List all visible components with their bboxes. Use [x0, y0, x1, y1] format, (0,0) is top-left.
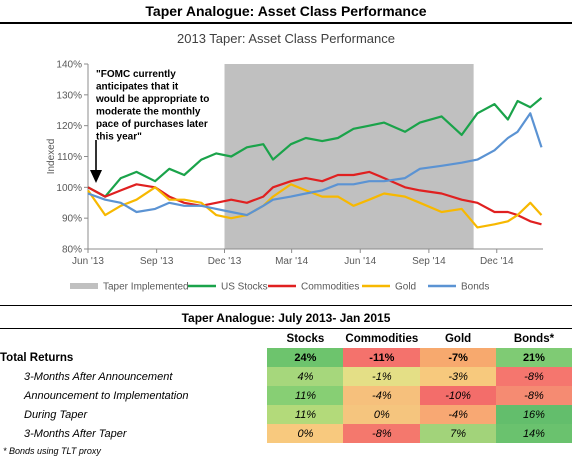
y-tick-label: 140% [56, 60, 82, 71]
x-tick-label: Jun '13 [72, 256, 104, 267]
column-header-stocks: Stocks [286, 332, 325, 345]
y-tick-label: 100% [56, 183, 82, 194]
x-tick-label: Jun '14 [344, 256, 376, 267]
x-tick-label: Dec '14 [480, 256, 514, 267]
table-cell: 4% [267, 367, 344, 386]
row-label: Total Returns [0, 351, 74, 364]
legend-label: Taper Implemented [103, 282, 189, 293]
table-cell: 16% [495, 405, 572, 424]
table-row: Announcement to Implementation 11% -4% -10%… [0, 386, 572, 405]
table-row: During Taper 11% 0% -4% 16% [0, 405, 572, 424]
table-cell: -8% [495, 386, 572, 405]
legend-label: Bonds [461, 282, 489, 293]
chart-title: 2013 Taper: Asset Class Performance [177, 31, 395, 46]
table-cell: -8% [495, 367, 572, 386]
table-cell: 14% [495, 424, 572, 443]
table-cell: -4% [420, 405, 496, 424]
footnote: * Bonds using TLT proxy [3, 446, 101, 456]
annotation-arrow-head [90, 170, 102, 183]
performance-table: Stocks Commodities Gold Bonds* Total Ret… [0, 329, 572, 443]
table-row: 3-Months After Announcement 4% -1% -3% -8% [0, 367, 572, 386]
table-title: Taper Analogue: July 2013- Jan 2015 [181, 311, 391, 325]
table-cell: 7% [420, 424, 496, 443]
x-tick-label: Mar '14 [275, 256, 308, 267]
series-line-us-stocks [87, 97, 543, 198]
table-cell: 24% [267, 348, 344, 367]
fomc-annotation: "FOMC currently anticipates that it would … [95, 69, 209, 143]
legend-label: Commodities [301, 282, 359, 293]
table-cell: 0% [343, 405, 421, 424]
legend-label: US Stocks [221, 282, 268, 293]
chart: 80% 90% 100% 110% 120% 130% 140% Jun '13 Sep '13… [46, 60, 543, 293]
page-title: Taper Analogue: Asset Class Performance [0, 0, 572, 24]
y-tick-label: 120% [56, 121, 82, 132]
table-cell: 21% [495, 348, 572, 367]
table-cell: 11% [267, 386, 344, 405]
table-cell: -4% [343, 386, 421, 405]
table-title-divider [0, 328, 572, 329]
y-tick-label: 110% [57, 152, 82, 163]
series-line-gold [87, 183, 543, 229]
table-cell: -1% [343, 367, 421, 386]
table-cell: 0% [267, 424, 344, 443]
section-divider [0, 305, 572, 306]
row-label: 3-Months After Taper [24, 427, 127, 440]
y-tick-label: 90% [62, 214, 82, 225]
table-row: Total Returns 24% -11% -7% 21% [0, 348, 572, 367]
y-axis-title: Indexed [46, 139, 57, 175]
table-corner [0, 329, 267, 348]
legend-label: Gold [395, 282, 416, 293]
column-header-commodities: Commodities [345, 332, 419, 345]
row-label: Announcement to Implementation [24, 389, 189, 402]
x-tick-label: Sep '14 [412, 256, 446, 267]
table-cell: -8% [343, 424, 421, 443]
column-header-gold: Gold [444, 332, 472, 345]
y-tick-label: 80% [62, 245, 82, 256]
row-label: 3-Months After Announcement [24, 370, 173, 383]
series-line-commodities [87, 170, 542, 226]
x-tick-label: Sep '13 [140, 256, 174, 267]
x-tick-label: Dec '13 [208, 256, 242, 267]
y-tick-label: 130% [56, 90, 82, 101]
table-header-row: Stocks Commodities Gold Bonds* [0, 329, 572, 348]
table-cell: 11% [267, 405, 344, 424]
table-cell: -7% [420, 348, 496, 367]
column-header-bonds: Bonds* [513, 332, 555, 345]
series-line-bonds [87, 112, 543, 217]
row-label: During Taper [24, 408, 88, 421]
table-cell: -11% [343, 348, 421, 367]
table-cell: -3% [420, 367, 496, 386]
taper-shaded-region [224, 64, 474, 249]
table-cell: -10% [420, 386, 496, 405]
table-row: 3-Months After Taper 0% -8% 7% 14% [0, 424, 572, 443]
